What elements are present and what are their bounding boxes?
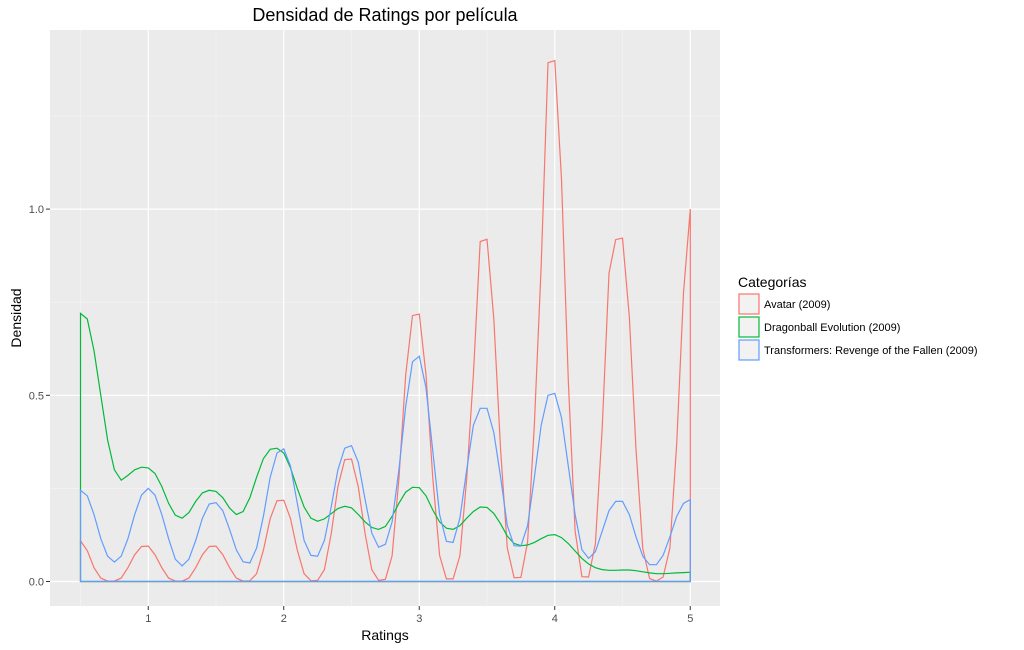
legend-key-2 (738, 339, 760, 361)
y-axis-ticks: 0.0 0.5 1.0 (29, 204, 50, 589)
x-tick-label: 3 (416, 613, 422, 625)
x-axis-title: Ratings (361, 627, 408, 643)
series-layer (79, 59, 691, 583)
chart-title: Densidad de Ratings por película (252, 5, 518, 25)
legend-key-0 (738, 293, 760, 315)
legend-label-2: Transformers: Revenge of the Fallen (200… (764, 345, 978, 357)
plot-panel (50, 30, 720, 606)
legend-label-0: Avatar (2009) (764, 299, 830, 311)
legend-title: Categorías (738, 274, 806, 290)
legend: Categorías Avatar (2009) Dragonball Evolu… (738, 274, 978, 361)
x-tick-label: 5 (687, 613, 693, 625)
y-tick-label: 0.5 (29, 390, 44, 402)
y-tick-label: 0.0 (29, 577, 44, 589)
legend-key-1 (738, 316, 760, 338)
series-2-density-line (79, 355, 691, 583)
y-tick-label: 1.0 (29, 204, 44, 216)
x-axis-ticks: 1 2 3 4 5 (145, 606, 693, 625)
series-0-density-line (79, 59, 691, 583)
minor-gridlines (50, 30, 720, 606)
legend-label-1: Dragonball Evolution (2009) (764, 322, 900, 334)
x-tick-label: 2 (281, 613, 287, 625)
x-tick-label: 4 (552, 613, 558, 625)
series-1-density-line (79, 312, 691, 583)
y-axis-title: Densidad (8, 288, 24, 347)
x-tick-label: 1 (145, 613, 151, 625)
